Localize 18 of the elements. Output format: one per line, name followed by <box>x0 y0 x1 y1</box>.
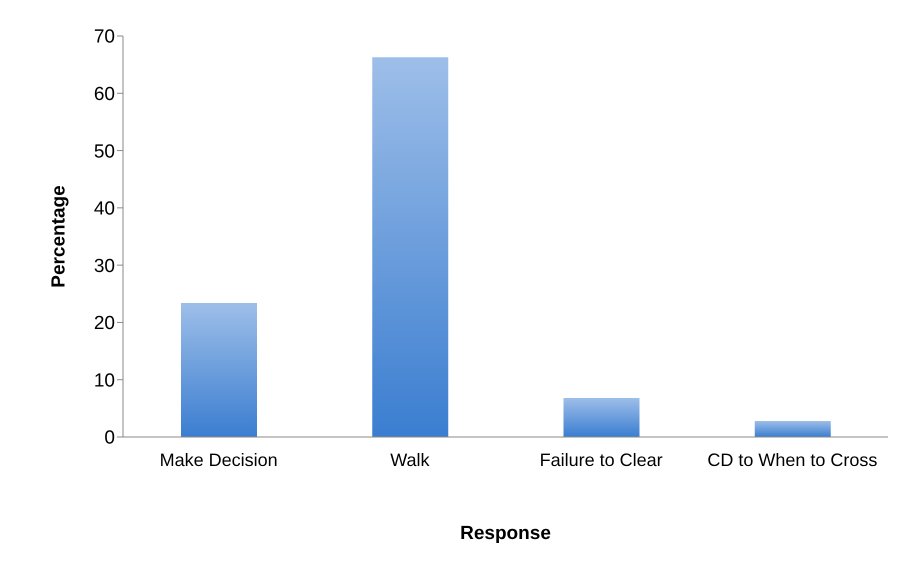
y-tick-label: 30 <box>94 256 115 277</box>
x-tick-label: Make Decision <box>160 450 278 470</box>
bar <box>754 420 831 437</box>
x-tick-label: CD to When to Cross <box>707 450 878 470</box>
x-tick-label: Walk <box>390 450 431 470</box>
y-tick-label: 40 <box>94 198 115 220</box>
y-tick-label: 60 <box>94 84 115 106</box>
y-axis-title: Percentage <box>48 185 70 288</box>
y-tick-label: 10 <box>94 370 115 392</box>
y-tick-label: 70 <box>94 26 115 48</box>
bar <box>181 302 257 437</box>
y-tick-label: 0 <box>104 428 115 449</box>
y-tick-label: 50 <box>94 141 115 162</box>
y-tick-label: 20 <box>94 313 115 334</box>
bar <box>564 398 640 437</box>
x-axis-title: Response <box>460 523 551 544</box>
bar <box>372 57 448 437</box>
x-tick-label: Failure to Clear <box>540 450 663 470</box>
